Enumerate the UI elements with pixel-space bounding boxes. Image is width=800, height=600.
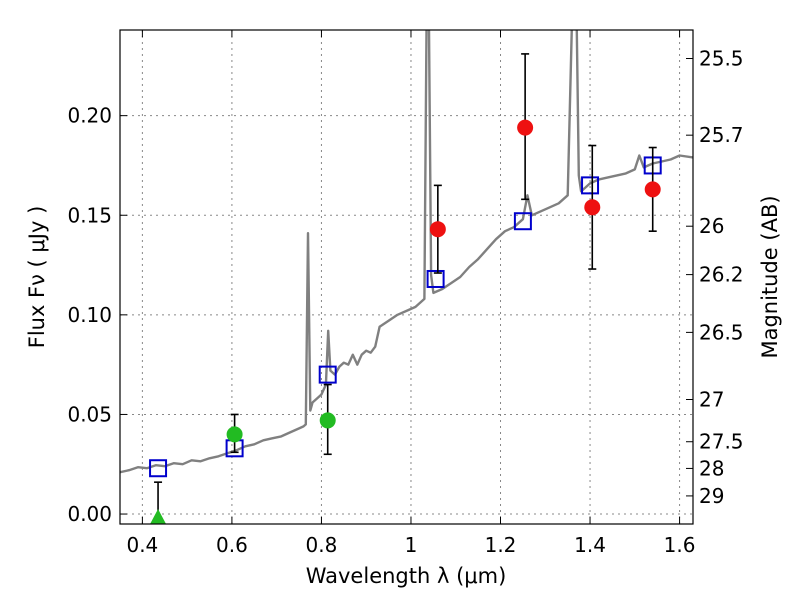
right-tick-label: 26.5 [699,320,744,344]
y-tick-label: 0.20 [67,104,112,128]
y-tick-label: 0.10 [67,303,112,327]
right-tick-label: 25.5 [699,46,744,70]
grid-layer [120,30,693,524]
x-tick-label: 0.4 [126,533,158,557]
x-tick-label: 1 [405,533,418,557]
model-photometry-square [318,365,337,384]
y-tick-label: 0.05 [67,402,112,426]
model-photometry-square [581,176,600,195]
green-data-point [319,412,336,429]
x-axis-label: Wavelength λ (μm) [306,564,507,588]
y-axis-label: Flux Fν ( μJy ) [25,206,49,349]
right-tick-label: 26.2 [699,263,744,287]
right-axis-label: Magnitude (AB) [758,195,782,358]
red-data-point [517,119,534,136]
right-tick-label: 25.7 [699,123,744,147]
y-tick-label: 0.15 [67,203,112,227]
green-data-point [226,426,243,443]
x-tick-label: 1.2 [485,533,517,557]
data-layer [120,30,693,524]
x-tick-label: 1.6 [664,533,696,557]
plot-frame [119,29,694,525]
red-data-point [429,221,446,238]
red-data-point [584,199,601,216]
x-tick-label: 0.6 [216,533,248,557]
right-tick-label: 28 [699,456,724,480]
right-tick-label: 27.5 [699,430,744,454]
upper-limit-triangle [150,509,167,524]
tick-layer: 0.4 0.6 0.8 1 1.2 1.4 1.6 0.00 0.05 0.10 0.15 0.20 2… [67,30,744,557]
model-photometry-square [149,459,168,478]
y-tick-label: 0.00 [67,502,112,526]
red-data-point [644,181,661,198]
spectrum-line [120,30,693,474]
model-photometry-square [513,212,532,231]
right-tick-label: 26 [699,214,724,238]
x-tick-label: 1.4 [574,533,606,557]
right-tick-label: 29 [699,484,724,508]
x-tick-label: 0.8 [306,533,338,557]
right-tick-label: 27 [699,388,724,412]
model-photometry-square [426,269,445,288]
